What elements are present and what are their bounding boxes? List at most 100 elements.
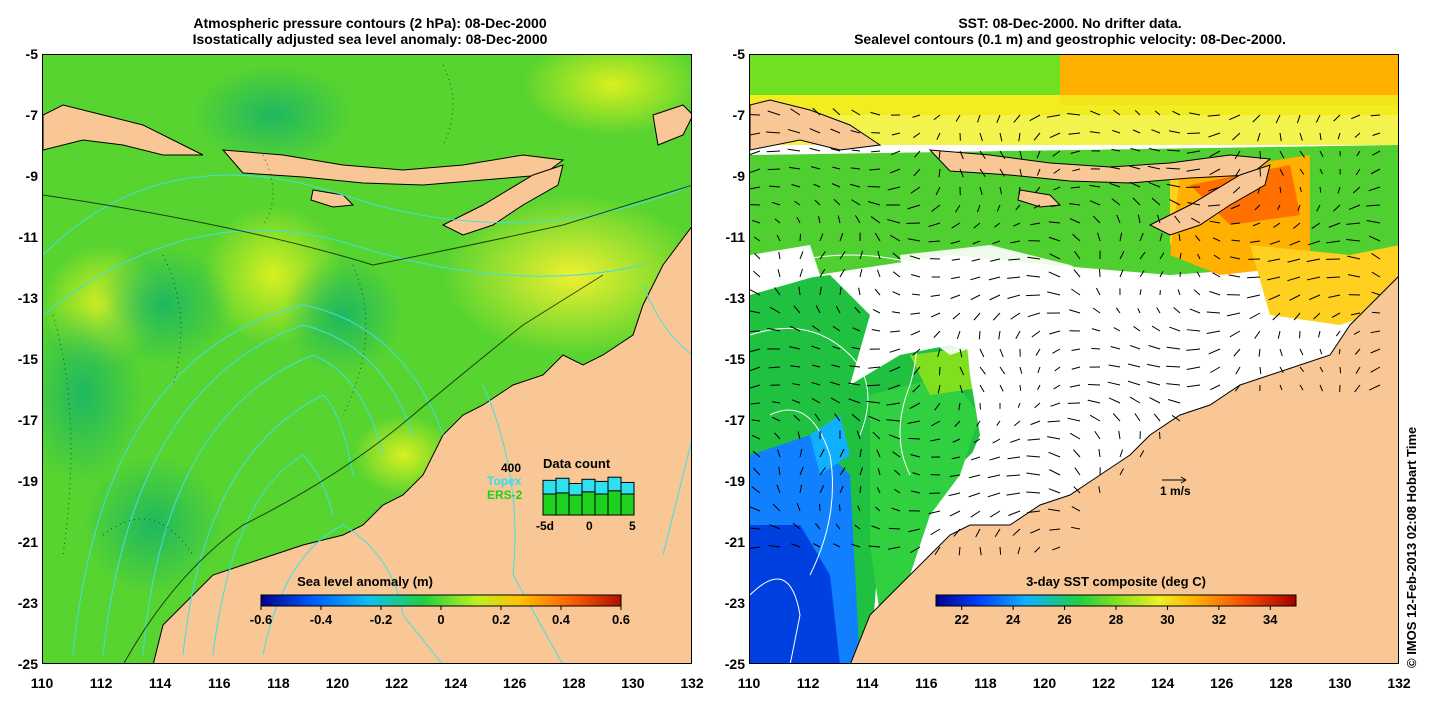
velocity-arrow <box>928 510 941 515</box>
velocity-arrow <box>1279 186 1282 193</box>
velocity-arrow <box>833 543 841 548</box>
velocity-arrow <box>1166 383 1181 386</box>
velocity-arrow <box>866 384 881 387</box>
velocity-arrow <box>1112 413 1121 422</box>
velocity-arrow <box>1008 510 1021 516</box>
velocity-arrow <box>891 132 901 136</box>
velocity-arrow <box>1277 330 1281 339</box>
velocity-arrow <box>948 492 961 497</box>
velocity-arrow <box>771 201 781 206</box>
velocity-arrow <box>1113 109 1121 116</box>
velocity-arrow <box>1337 186 1341 194</box>
velocity-arrow <box>850 167 861 170</box>
velocity-arrow <box>928 222 941 228</box>
velocity-arrow <box>1108 364 1121 368</box>
velocity-arrow <box>1246 294 1261 299</box>
velocity-arrow <box>875 506 881 512</box>
velocity-arrow <box>1108 397 1121 404</box>
velocity-arrow <box>909 402 921 409</box>
right-x-tick: 122 <box>1091 675 1116 691</box>
velocity-arrow <box>1352 186 1361 194</box>
velocity-arrow <box>1346 222 1361 225</box>
velocity-arrow <box>1279 132 1282 142</box>
velocity-arrow <box>1351 114 1361 120</box>
velocity-arrow <box>951 456 961 460</box>
velocity-arrow <box>792 383 801 386</box>
velocity-arrow <box>1230 222 1241 225</box>
ers-count-bar <box>555 492 570 516</box>
velocity-arrow <box>1031 330 1041 338</box>
velocity-arrow <box>1328 222 1341 228</box>
velocity-arrow <box>1098 486 1101 494</box>
velocity-arrow <box>812 107 821 116</box>
velocity-arrow <box>877 250 881 260</box>
velocity-arrow <box>1111 148 1121 152</box>
velocity-arrow <box>1052 546 1061 551</box>
velocity-arrow <box>1107 381 1121 386</box>
sla-colorbar: Sea level anomaly (m) -0.6 -0.4 -0.2 0 0.2 0.… <box>250 574 630 627</box>
velocity-arrow <box>799 268 803 278</box>
left-map[interactable]: 400 Topex ERS-2 Data count -5d 0 5 Sea l… <box>42 54 692 664</box>
velocity-arrow <box>959 348 963 358</box>
velocity-arrow <box>999 186 1003 195</box>
right-x-tick: 126 <box>1210 675 1234 691</box>
velocity-arrow <box>1128 165 1141 170</box>
velocity-arrow <box>796 216 801 224</box>
velocity-arrow <box>1007 456 1021 460</box>
velocity-arrow <box>987 492 1001 498</box>
ers-count-bar <box>542 493 557 516</box>
velocity-arrow <box>994 528 1001 537</box>
velocity-arrow <box>1027 312 1041 318</box>
velocity-arrow <box>834 413 841 422</box>
velocity-arrow <box>1153 413 1161 422</box>
velocity-arrow <box>1167 149 1181 152</box>
velocity-arrow <box>1119 449 1124 458</box>
sst-colorbar-tick-label: 22 <box>954 612 968 627</box>
velocity-arrow <box>1372 150 1381 156</box>
right-y-tick: -13 <box>724 290 745 306</box>
left-x-tick: 126 <box>503 675 527 691</box>
velocity-arrow <box>1333 204 1341 212</box>
velocity-arrow <box>876 449 881 458</box>
right-map[interactable]: 1 m/s 3-day SST composite (deg C) 22 24 26… <box>749 54 1399 664</box>
velocity-arrow <box>1293 222 1301 229</box>
velocity-arrow <box>910 330 921 336</box>
velocity-arrow <box>1068 132 1081 135</box>
velocity-arrow <box>833 198 841 206</box>
velocity-arrow <box>1115 307 1121 314</box>
right-y-tick: -11 <box>725 229 745 245</box>
velocity-arrow <box>810 166 821 170</box>
velocity-arrow <box>912 348 921 356</box>
velocity-arrow <box>1279 366 1284 374</box>
velocity-arrow <box>978 330 981 340</box>
velocity-arrow <box>1071 366 1081 370</box>
velocity-arrow <box>1012 528 1021 536</box>
right-x-tick: 128 <box>1269 675 1293 691</box>
velocity-arrow <box>753 467 761 476</box>
velocity-arrow <box>1355 168 1361 176</box>
velocity-arrow <box>1128 363 1141 368</box>
velocity-arrow <box>979 150 986 160</box>
velocity-arrow <box>1069 203 1081 206</box>
velocity-arrow <box>888 384 901 390</box>
velocity-arrow <box>1289 294 1301 301</box>
velocity-arrow <box>999 384 1004 392</box>
velocity-arrow <box>889 330 901 333</box>
velocity-arrow <box>774 287 781 296</box>
dc-axis-right: 5 <box>629 519 636 533</box>
velocity-arrow <box>835 305 841 314</box>
velocity-arrow <box>975 528 981 538</box>
velocity-arrow <box>859 250 864 260</box>
velocity-arrow <box>1017 402 1021 408</box>
velocity-arrow <box>971 258 981 262</box>
velocity-arrow <box>1235 366 1241 375</box>
velocity-arrow <box>979 348 985 358</box>
velocity-arrow <box>839 232 844 242</box>
velocity-arrow <box>1027 256 1041 260</box>
velocity-arrow <box>1234 150 1241 160</box>
velocity-arrow <box>1326 240 1341 244</box>
velocity-arrow <box>790 108 801 116</box>
velocity-arrow <box>1209 220 1221 224</box>
velocity-arrow <box>1034 402 1041 409</box>
velocity-arrow <box>1369 384 1381 391</box>
